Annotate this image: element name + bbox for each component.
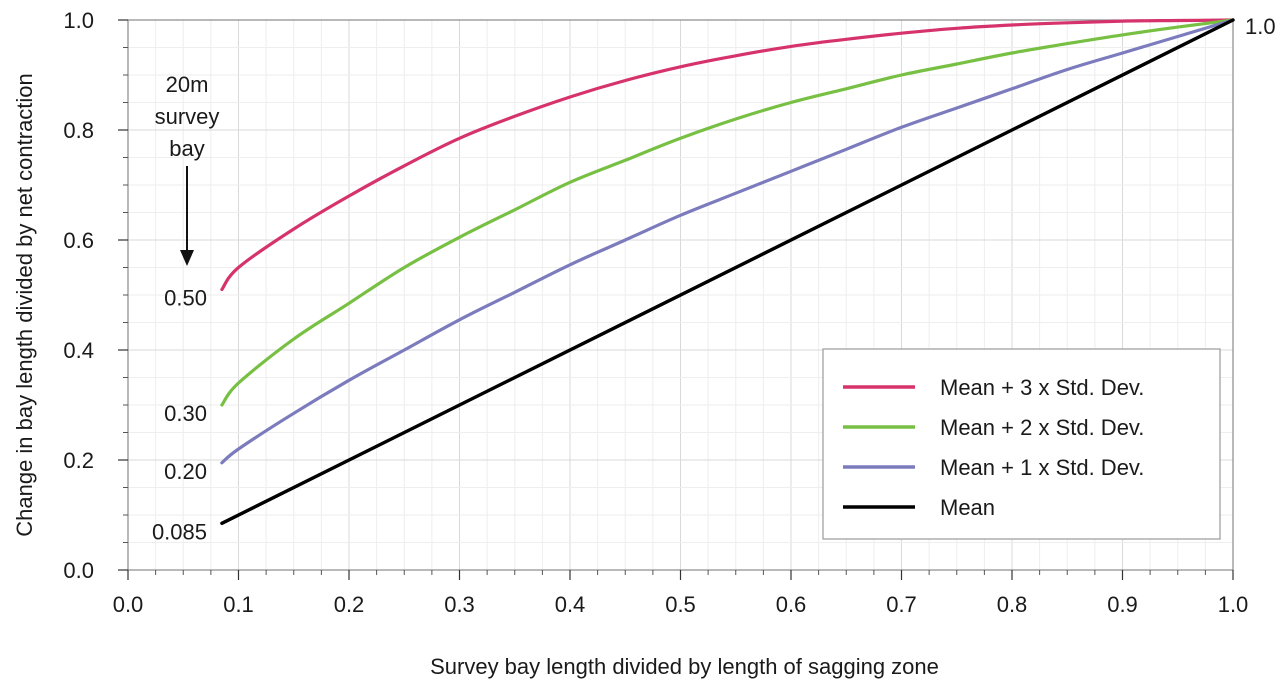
series-line-3	[220, 18, 1235, 465]
x-tick-label: 0.8	[997, 592, 1028, 617]
axes: 0.0 0.1 0.2 0.3 0.4 0.5 0.6 0.7 0.8 0.9 1.00.00.20…	[63, 8, 1248, 617]
legend: Mean + 3 x Std. Dev. Mean + 2 x Std. Dev.…	[822, 348, 1221, 540]
x-tick-label: 0.2	[334, 592, 365, 617]
series-line-1	[220, 18, 1235, 292]
start-value-label: 0.50	[164, 286, 207, 311]
start-value-label: 0.20	[164, 459, 207, 484]
survey-bay-label: survey	[155, 104, 220, 129]
y-tick-label: 1.0	[63, 8, 94, 33]
survey-bay-label: 20m	[166, 72, 209, 97]
x-tick-label: 0.9	[1107, 592, 1138, 617]
survey-bay-label: bay	[169, 136, 204, 161]
series-line-4	[220, 18, 1235, 525]
x-tick-label: 0.5	[665, 592, 696, 617]
x-tick-label: 0.7	[886, 592, 917, 617]
x-tick-label: 1.0	[1218, 592, 1249, 617]
x-axis-title: Survey bay length divided by length of s…	[430, 654, 939, 679]
series-line-2	[220, 18, 1235, 407]
y-tick-label: 0.8	[63, 118, 94, 143]
start-value-label: 0.085	[152, 519, 207, 544]
y-axis-title: Change in bay length divided by net cont…	[12, 73, 37, 537]
start-value-label: 0.30	[164, 401, 207, 426]
y-tick-label: 0.6	[63, 228, 94, 253]
x-tick-label: 0.3	[444, 592, 475, 617]
x-tick-label: 0.0	[113, 592, 144, 617]
series-lines	[220, 18, 1235, 525]
x-tick-label: 0.1	[223, 592, 254, 617]
axis-titles: Survey bay length divided by length of s…	[12, 73, 939, 679]
end-value-label: 1.0	[1245, 14, 1276, 39]
legend-label: Mean + 3 x Std. Dev.	[940, 375, 1144, 400]
annotations: 20m survey bay 0.50 0.30 0.20 0.085 1.0	[152, 14, 1276, 544]
legend-label: Mean	[940, 495, 995, 520]
survey-bay-arrow-head	[180, 250, 194, 266]
y-tick-label: 0.2	[63, 448, 94, 473]
x-tick-label: 0.6	[776, 592, 807, 617]
y-tick-label: 0.0	[63, 558, 94, 583]
x-tick-label: 0.4	[555, 592, 586, 617]
legend-label: Mean + 2 x Std. Dev.	[940, 415, 1144, 440]
y-tick-label: 0.4	[63, 338, 94, 363]
legend-label: Mean + 1 x Std. Dev.	[940, 455, 1144, 480]
